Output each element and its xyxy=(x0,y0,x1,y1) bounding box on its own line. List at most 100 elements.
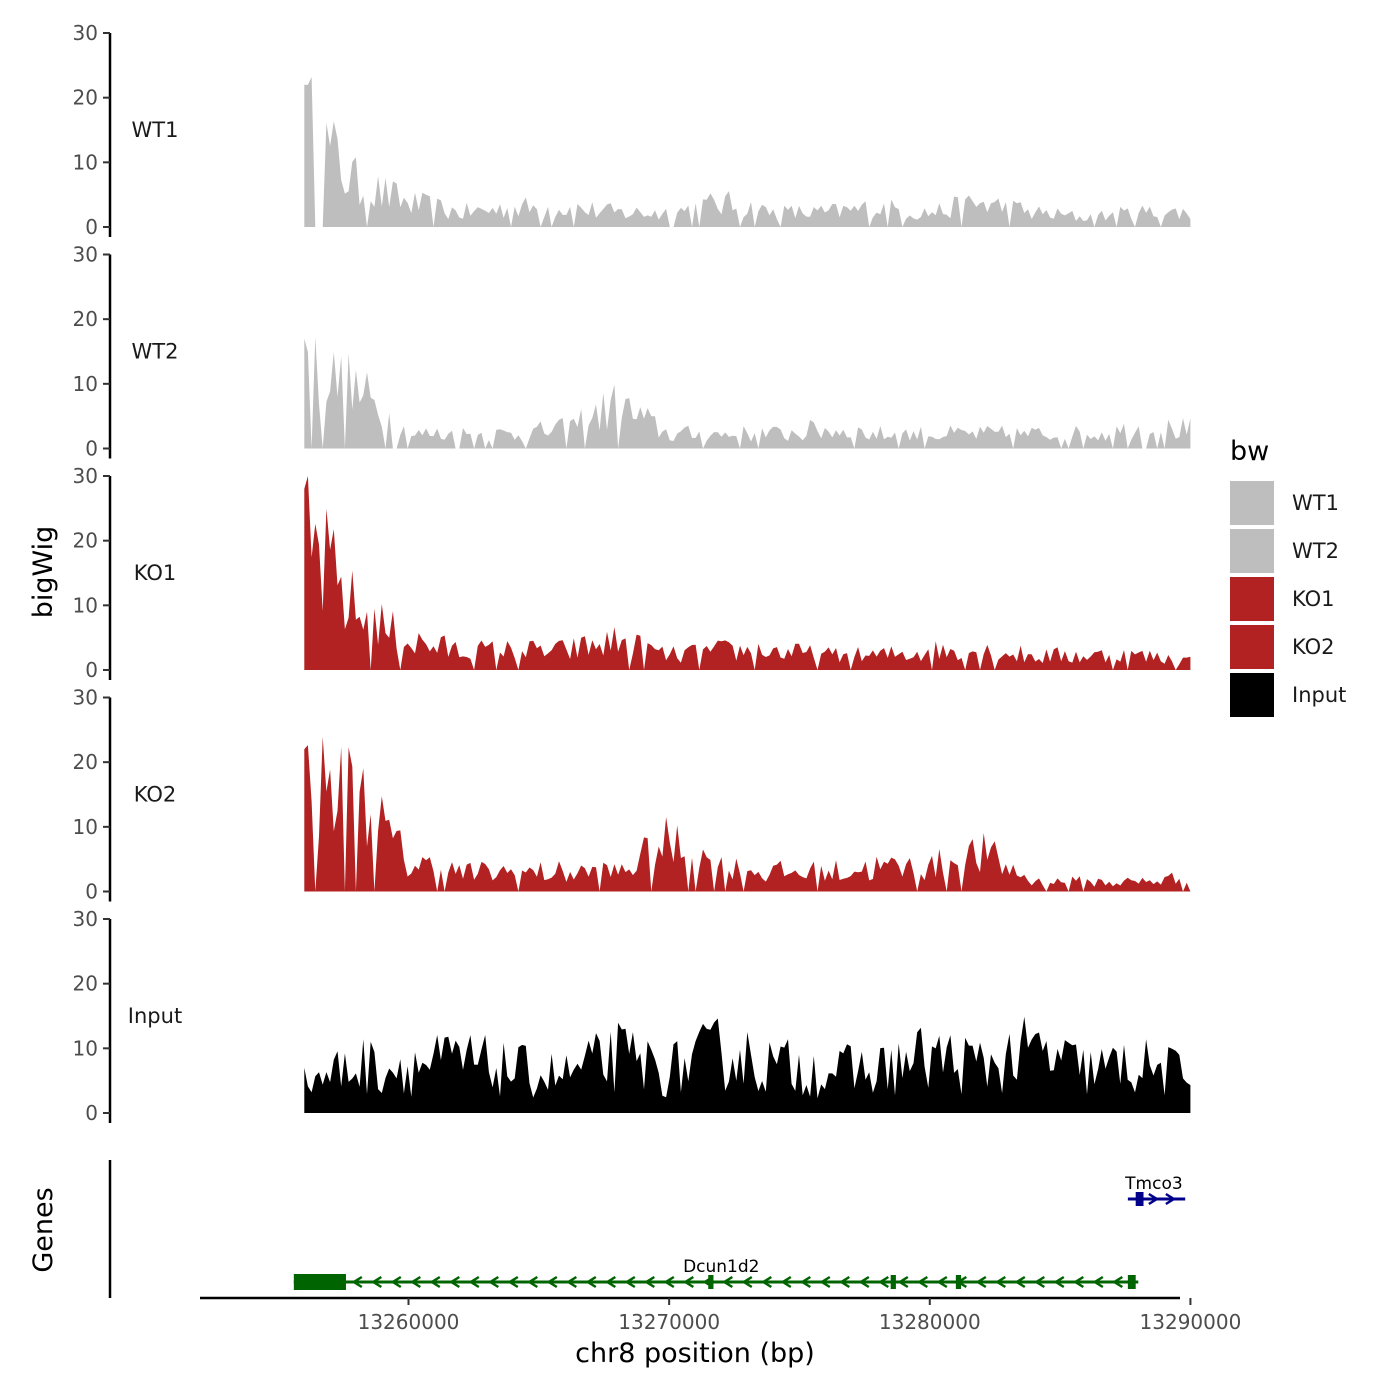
strand-arrow xyxy=(1092,1275,1104,1289)
series-area-ko2 xyxy=(304,736,1191,892)
strand-arrow xyxy=(546,1275,558,1289)
signal-tracks: 0 10 20 30 WT1 0 10 20 30 WT2 0 10 20 30 KO1 0 10 20 30 KO2… xyxy=(73,21,1191,1125)
strand-arrow xyxy=(624,1275,636,1289)
x-axis: 13260000 13270000 13280000 13290000 xyxy=(200,1296,1242,1334)
track-ko1: 0 10 20 30 KO1 xyxy=(73,464,1191,682)
strand-arrow xyxy=(1053,1275,1065,1289)
y-tick-label: 20 xyxy=(73,529,98,553)
gene-dcun1d2: Dcun1d2 xyxy=(293,1257,1139,1290)
y-tick-label: 10 xyxy=(73,150,98,174)
legend-key-input xyxy=(1230,673,1274,717)
legend: bw WT1 WT2 KO1 KO2 Input xyxy=(1230,436,1346,717)
series-area-wt2 xyxy=(304,336,1191,449)
track-wt1: 0 10 20 30 WT1 xyxy=(73,21,1191,239)
strand-arrow xyxy=(838,1275,850,1289)
exon xyxy=(890,1275,896,1289)
gene-label: Tmco3 xyxy=(1124,1174,1183,1194)
y-tick-label: 10 xyxy=(73,593,98,617)
strand-arrow xyxy=(429,1275,441,1289)
legend-key-wt1 xyxy=(1230,481,1274,525)
track-ko2: 0 10 20 30 KO2 xyxy=(73,686,1191,904)
strand-arrow xyxy=(741,1275,753,1289)
legend-title: bw xyxy=(1230,436,1269,467)
strand-arrow xyxy=(799,1275,811,1289)
y-tick-label: 0 xyxy=(85,1101,98,1125)
strand-arrow xyxy=(565,1275,577,1289)
strand-arrow xyxy=(1165,1192,1177,1206)
legend-label-input: Input xyxy=(1292,683,1346,707)
y-tick-label: 0 xyxy=(85,658,98,682)
track-label: WT1 xyxy=(132,118,179,142)
x-tick-label: 13280000 xyxy=(879,1310,981,1334)
y-tick-label: 30 xyxy=(73,464,98,488)
strand-arrow xyxy=(1148,1192,1160,1206)
y-tick-label: 30 xyxy=(73,243,98,267)
strand-arrow xyxy=(370,1275,382,1289)
y-tick-label: 0 xyxy=(85,437,98,461)
track-label: KO1 xyxy=(134,561,177,585)
x-tick-label: 13270000 xyxy=(618,1310,720,1334)
exon xyxy=(708,1275,714,1289)
x-tick-label: 13260000 xyxy=(358,1310,460,1334)
track-label: Input xyxy=(128,1004,182,1028)
x-tick-label: 13290000 xyxy=(1140,1310,1242,1334)
strand-arrow xyxy=(448,1275,460,1289)
legend-key-ko2 xyxy=(1230,625,1274,669)
y-tick-label: 10 xyxy=(73,815,98,839)
strand-arrow xyxy=(819,1275,831,1289)
gene-tmco3: Tmco3 xyxy=(1124,1174,1186,1206)
legend-label-ko1: KO1 xyxy=(1292,587,1335,611)
genes-axis-title: Genes xyxy=(28,1187,59,1272)
strand-arrow xyxy=(760,1275,772,1289)
strand-arrow xyxy=(507,1275,519,1289)
track-label: WT2 xyxy=(132,340,179,364)
track-wt2: 0 10 20 30 WT2 xyxy=(73,243,1191,461)
legend-label-wt2: WT2 xyxy=(1292,539,1339,563)
strand-arrow xyxy=(936,1275,948,1289)
strand-arrow xyxy=(1033,1275,1045,1289)
strand-arrow xyxy=(1111,1275,1123,1289)
strand-arrow xyxy=(1072,1275,1084,1289)
strand-arrow xyxy=(975,1275,987,1289)
series-area-ko1 xyxy=(304,476,1191,670)
strand-arrow xyxy=(877,1275,889,1289)
exon xyxy=(1135,1192,1144,1206)
x-axis-title: chr8 position (bp) xyxy=(575,1338,815,1369)
y-tick-label: 20 xyxy=(73,972,98,996)
exon xyxy=(293,1274,346,1290)
y-tick-label: 30 xyxy=(73,21,98,45)
y-tick-label: 30 xyxy=(73,686,98,710)
series-area-input xyxy=(304,1016,1191,1113)
track-input: 0 10 20 30 Input xyxy=(73,907,1191,1125)
y-tick-label: 0 xyxy=(85,880,98,904)
exon xyxy=(1127,1275,1136,1289)
strand-arrow xyxy=(1014,1275,1026,1289)
y-tick-label: 30 xyxy=(73,907,98,931)
y-tick-label: 0 xyxy=(85,215,98,239)
genes-panel: Dcun1d2 Tmco3 xyxy=(108,1160,1186,1298)
strand-arrow xyxy=(351,1275,363,1289)
y-tick-label: 10 xyxy=(73,1036,98,1060)
y-axis-title: bigWig xyxy=(28,526,59,619)
strand-arrow xyxy=(721,1275,733,1289)
strand-arrow xyxy=(780,1275,792,1289)
strand-arrow xyxy=(682,1275,694,1289)
series-area-wt1 xyxy=(304,77,1191,227)
strand-arrow xyxy=(409,1275,421,1289)
y-tick-label: 20 xyxy=(73,307,98,331)
strand-arrow xyxy=(390,1275,402,1289)
strand-arrow xyxy=(663,1275,675,1289)
y-tick-label: 20 xyxy=(73,86,98,110)
strand-arrow xyxy=(468,1275,480,1289)
legend-label-ko2: KO2 xyxy=(1292,635,1335,659)
legend-label-wt1: WT1 xyxy=(1292,491,1339,515)
y-tick-label: 10 xyxy=(73,372,98,396)
strand-arrow xyxy=(487,1275,499,1289)
legend-key-ko1 xyxy=(1230,577,1274,621)
y-tick-label: 20 xyxy=(73,750,98,774)
strand-arrow xyxy=(604,1275,616,1289)
exon xyxy=(955,1275,962,1289)
strand-arrow xyxy=(916,1275,928,1289)
gene-label: Dcun1d2 xyxy=(683,1257,759,1277)
